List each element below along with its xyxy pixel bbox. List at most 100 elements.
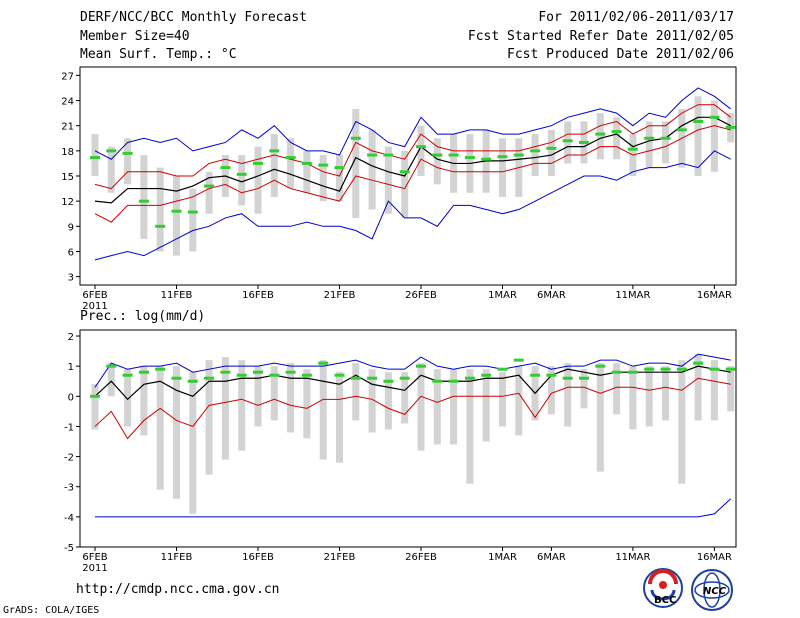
precip-median-marker bbox=[106, 364, 117, 368]
precip-y-tick-label: 0 bbox=[68, 392, 74, 403]
temp-median-marker bbox=[350, 136, 361, 140]
precip-box bbox=[91, 384, 99, 430]
temp-x-tick-label: 16MAR bbox=[697, 290, 732, 301]
precip-median-marker bbox=[676, 367, 687, 371]
precip-median-marker bbox=[709, 367, 720, 371]
temp-median-marker bbox=[676, 128, 687, 132]
temp-median-marker bbox=[562, 139, 573, 143]
temp-x-tick-label: 21FEB bbox=[324, 290, 356, 301]
temp-x-tick-label: 6MAR bbox=[537, 290, 566, 301]
precip-median-marker bbox=[725, 367, 736, 371]
temp-box bbox=[417, 125, 425, 176]
precip-box bbox=[678, 360, 686, 484]
precip-median-marker bbox=[301, 373, 312, 377]
precip-median-marker bbox=[350, 376, 361, 380]
temp-median-marker bbox=[285, 156, 296, 160]
precip-median-marker bbox=[318, 361, 329, 365]
precip-median-marker bbox=[644, 367, 655, 371]
precip-median-marker bbox=[513, 358, 524, 362]
temp-median-marker bbox=[595, 132, 606, 136]
source-url[interactable]: http://cmdp.ncc.cma.gov.cn bbox=[76, 582, 280, 597]
temp-median-marker bbox=[383, 153, 394, 157]
temp-box bbox=[694, 96, 702, 176]
forecast-start-date: Fcst Started Refer Date 2011/02/05 bbox=[467, 29, 734, 44]
precip-box bbox=[417, 363, 425, 451]
precip-box bbox=[107, 363, 115, 397]
temp-box bbox=[662, 121, 669, 164]
temp-median-marker bbox=[301, 161, 312, 165]
temp-median-marker bbox=[220, 166, 231, 170]
precip-median-marker bbox=[155, 367, 166, 371]
temp-median-marker bbox=[497, 155, 508, 159]
temp-box bbox=[254, 146, 262, 214]
temp-median-marker bbox=[90, 156, 100, 160]
ncc-logo-text: NCC bbox=[703, 586, 727, 597]
temp-mean-line bbox=[94, 116, 731, 204]
bcc-logo-text: BCC bbox=[654, 595, 676, 606]
temp-spread-lower-line bbox=[94, 125, 731, 223]
temp-y-tick-label: 15 bbox=[61, 172, 74, 183]
temp-median-marker bbox=[155, 224, 166, 228]
temp-box bbox=[645, 121, 653, 168]
precip-box bbox=[727, 366, 735, 412]
temp-x-tick-label: 16FEB bbox=[242, 290, 274, 301]
temp-x-tick-label: 6FEB bbox=[82, 290, 107, 301]
temp-y-tick-label: 24 bbox=[61, 97, 74, 108]
member-size: Member Size=40 bbox=[80, 29, 190, 44]
precip-x-tick-label: 11FEB bbox=[161, 552, 193, 563]
precip-median-marker bbox=[269, 373, 280, 377]
precip-median-marker bbox=[579, 376, 589, 380]
temp-median-marker bbox=[644, 136, 655, 140]
temp-y-tick-label: 18 bbox=[61, 147, 74, 158]
precip-median-marker bbox=[546, 373, 557, 377]
precip-box bbox=[710, 360, 718, 421]
precip-box bbox=[189, 372, 197, 514]
temp-median-marker bbox=[579, 140, 589, 144]
precip-box bbox=[336, 372, 343, 463]
temp-median-marker bbox=[236, 172, 247, 176]
precip-box bbox=[384, 372, 392, 430]
temp-median-marker bbox=[530, 149, 541, 153]
precip-x-tick-label: 11MAR bbox=[615, 552, 650, 563]
precip-median-marker bbox=[562, 376, 573, 380]
temp-y-tick-label: 9 bbox=[68, 222, 74, 233]
temp-median-marker bbox=[367, 153, 378, 157]
precip-x-tick-label: 16FEB bbox=[242, 552, 274, 563]
precip-box bbox=[694, 354, 702, 421]
precip-plot-frame bbox=[79, 329, 737, 548]
precip-x-tick-label: 21FEB bbox=[324, 552, 356, 563]
temp-box bbox=[238, 155, 246, 206]
precip-min-line bbox=[95, 498, 732, 518]
precip-box bbox=[482, 369, 490, 442]
temp-y-tick-label: 27 bbox=[61, 71, 74, 82]
precip-median-marker bbox=[448, 379, 459, 383]
temp-median-marker bbox=[204, 184, 215, 188]
grads-credit: GrADS: COLA/IGES bbox=[3, 605, 100, 616]
precip-box bbox=[303, 369, 311, 439]
temp-y-tick-label: 21 bbox=[61, 122, 74, 133]
precip-median-marker bbox=[285, 370, 296, 374]
temp-median-marker bbox=[627, 147, 638, 151]
precip-box bbox=[238, 360, 246, 451]
temp-box bbox=[401, 150, 409, 218]
precip-box bbox=[499, 372, 506, 427]
temp-y-tick-label: 3 bbox=[68, 273, 74, 284]
precip-mean-line bbox=[94, 365, 731, 401]
precip-median-marker bbox=[497, 367, 508, 371]
temp-x-tick-label: 26FEB bbox=[405, 290, 437, 301]
agency-logos: BCC NCC bbox=[643, 568, 733, 611]
temp-median-marker bbox=[187, 210, 198, 214]
precip-y-tick-label: -5 bbox=[64, 543, 74, 554]
precip-median-marker bbox=[383, 379, 394, 383]
temp-box bbox=[710, 100, 718, 172]
precip-median-marker bbox=[611, 370, 622, 374]
temp-envelope-upper-line bbox=[94, 87, 732, 160]
precip-median-marker bbox=[416, 364, 426, 368]
precip-median-marker bbox=[138, 370, 149, 374]
precip-box bbox=[173, 366, 180, 499]
forecast-period: For 2011/02/06-2011/03/17 bbox=[538, 10, 734, 25]
temp-median-marker bbox=[513, 153, 524, 157]
precip-x-tick-label: 6MAR bbox=[537, 552, 566, 563]
temp-box bbox=[433, 138, 441, 185]
precip-y-tick-label: -2 bbox=[64, 453, 74, 464]
